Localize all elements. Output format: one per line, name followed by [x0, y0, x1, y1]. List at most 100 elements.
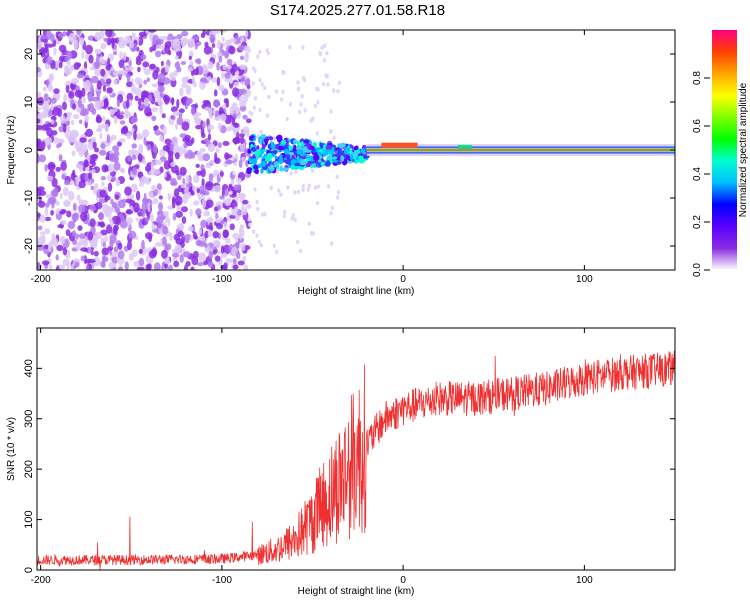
noise-blob: [46, 43, 54, 48]
noise-blob: [101, 247, 110, 256]
noise-blob: [37, 225, 43, 231]
noise-blob: [51, 130, 58, 136]
noise-blob: [205, 218, 213, 223]
noise-blob: [63, 93, 67, 103]
noise-blob: [176, 66, 182, 73]
signal-blob: [264, 138, 269, 145]
noise-blob: [294, 169, 298, 175]
noise-blob: [91, 75, 99, 84]
noise-blob: [67, 220, 76, 230]
noise-blob: [219, 219, 225, 224]
noise-blob: [226, 212, 232, 223]
noise-blob: [126, 81, 133, 88]
noise-blob: [155, 44, 164, 49]
noise-blob: [198, 252, 207, 263]
noise-blob: [89, 204, 97, 211]
noise-blob: [148, 234, 153, 243]
noise-blob: [179, 254, 184, 263]
noise-blob: [132, 154, 136, 161]
colorbar: 0.0 0.2 0.4 0.6 0.8 Normalized spectral ampli…: [692, 30, 749, 277]
noise-blob: [107, 174, 112, 181]
noise-blob: [44, 228, 51, 235]
noise-blob: [193, 200, 200, 206]
x-tick-label: -200: [31, 274, 51, 285]
signal-blob: [270, 142, 276, 149]
noise-blob: [95, 116, 103, 124]
noise-blob: [100, 42, 107, 50]
noise-blob: [105, 156, 110, 161]
noise-blob: [326, 82, 330, 87]
noise-blob: [265, 113, 270, 118]
noise-blob: [223, 221, 228, 229]
noise-blob: [214, 185, 221, 193]
noise-blob: [126, 112, 132, 118]
noise-blob: [108, 163, 115, 173]
x-axis-label: Height of straight line (km): [298, 586, 415, 597]
noise-blob: [124, 65, 128, 75]
noise-blob: [55, 166, 61, 172]
noise-blob: [112, 51, 118, 56]
noise-blob: [146, 77, 150, 82]
noise-blob: [202, 153, 211, 162]
noise-blob: [78, 199, 85, 205]
noise-blob: [301, 183, 305, 189]
carrier-bump: [457, 145, 472, 150]
noise-blob: [158, 202, 163, 212]
noise-blob: [182, 177, 186, 185]
noise-blob: [239, 136, 245, 145]
noise-blob: [184, 238, 190, 244]
noise-blob: [181, 206, 188, 213]
noise-blob: [79, 119, 83, 124]
noise-blob: [151, 107, 158, 113]
noise-blob: [44, 164, 48, 172]
noise-blob: [233, 137, 238, 145]
noise-blob: [138, 181, 145, 187]
noise-blob: [253, 187, 257, 192]
noise-blob: [100, 123, 106, 129]
noise-blob: [202, 121, 206, 129]
noise-blob: [205, 181, 214, 191]
noise-blob: [174, 55, 179, 60]
noise-blob: [212, 231, 220, 239]
y-tick-label: -10: [23, 190, 35, 206]
signal-blob: [324, 161, 331, 167]
noise-blob: [170, 76, 177, 82]
noise-blob: [73, 62, 80, 70]
noise-blob: [40, 231, 46, 236]
signal-blob: [273, 161, 280, 168]
noise-blob: [222, 244, 231, 255]
noise-blob: [103, 97, 109, 107]
noise-blob: [207, 76, 212, 82]
noise-blob: [239, 96, 243, 101]
noise-blob: [100, 58, 106, 65]
noise-blob: [77, 98, 82, 108]
noise-blob: [244, 78, 250, 86]
noise-blob: [55, 254, 59, 261]
noise-blob: [237, 179, 241, 185]
noise-blob: [307, 183, 311, 188]
noise-blob: [63, 199, 71, 208]
noise-blob: [239, 224, 245, 230]
noise-blob: [82, 96, 86, 104]
noise-blob: [302, 76, 306, 81]
noise-blob: [153, 89, 160, 99]
noise-blob: [232, 170, 236, 176]
noise-blob: [117, 250, 125, 260]
noise-blob: [108, 108, 116, 115]
snr-series-line: [37, 350, 675, 570]
noise-blob: [221, 72, 225, 79]
noise-blob: [260, 82, 264, 87]
noise-blob: [108, 261, 115, 270]
noise-blob: [113, 161, 121, 171]
noise-blob: [196, 58, 202, 65]
noise-blob: [47, 161, 56, 172]
noise-blob: [208, 173, 214, 182]
noise-blob: [50, 209, 54, 216]
noise-blob: [162, 145, 170, 152]
noise-blob: [161, 249, 168, 259]
noise-blob: [163, 210, 169, 217]
noise-blob: [239, 64, 247, 70]
noise-blob: [38, 154, 46, 163]
colorbar-tick-label: 0.6: [692, 119, 703, 133]
noise-blob: [208, 107, 213, 118]
